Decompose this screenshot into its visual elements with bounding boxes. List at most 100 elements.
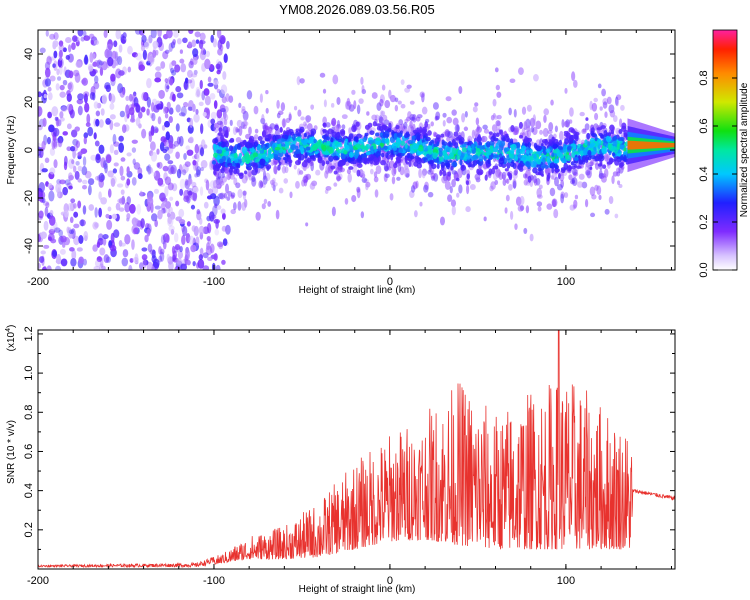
heatmap-cell [432,152,438,160]
heatmap-cell [38,142,41,148]
heatmap-cell [216,120,223,126]
heatmap-cell [468,161,472,168]
heatmap-cell [549,162,556,169]
heatmap-cell [527,175,532,183]
heatmap-cell [81,77,88,86]
heatmap-cell [458,184,463,194]
heatmap-cell [398,149,403,153]
heatmap-cell [241,106,246,112]
heatmap-cell [48,190,55,202]
heatmap-cell [254,128,259,134]
heatmap-cell [601,88,606,97]
heatmap-cell [508,184,513,191]
heatmap-cell [608,195,614,205]
heatmap-cell [532,167,538,174]
heatmap-cell [174,265,181,270]
heatmap-cell [611,175,615,185]
heatmap-cell [310,128,317,136]
heatmap-cell [160,136,167,143]
heatmap-cell [343,150,348,155]
heatmap-cell [122,249,129,258]
heatmap-cell [487,158,491,165]
heatmap-cell [330,165,336,170]
heatmap-cell [141,254,148,261]
heatmap-cell [314,153,320,158]
heatmap-cell [149,55,155,63]
heatmap-cell [207,256,213,262]
heatmap-cell [526,129,532,138]
heatmap-cell [436,157,440,163]
heatmap-cell [235,182,241,189]
heatmap-cell [168,225,175,232]
heatmap-cell [537,206,542,212]
heatmap-cell [410,155,415,160]
heatmap-cell [222,212,226,220]
heatmap-cell [121,257,129,267]
heatmap-cell [107,188,112,198]
heatmap-cell [558,139,563,146]
heatmap-cell [529,233,534,242]
heatmap-cell [305,146,311,151]
heatmap-cell [133,97,139,107]
heatmap-cell [128,107,135,116]
heatmap-cell [422,145,429,152]
heatmap-cell [184,248,191,260]
heatmap-cell [340,153,347,160]
heatmap-cell [396,176,401,181]
spectrogram-x-axis-title: Height of straight line (km) [299,285,416,296]
heatmap-cell [112,168,118,174]
heatmap-cell [298,153,305,161]
heatmap-cell [578,160,583,165]
heatmap-cell [406,84,412,89]
heatmap-cell [330,137,334,143]
heatmap-cell [48,124,55,133]
heatmap-cell [367,122,373,128]
heatmap-cell [577,181,584,188]
heatmap-cell [210,111,217,120]
heatmap-cell [120,157,126,162]
heatmap-cell [48,215,56,226]
heatmap-cell [225,224,231,235]
heatmap-cell [423,157,428,163]
heatmap-cell [207,82,214,87]
heatmap-cell [99,67,104,76]
heatmap-cell [261,203,266,210]
heatmap-cell [152,49,157,58]
heatmap-cell [104,48,110,59]
heatmap-cell [525,205,530,214]
heatmap-cell [94,140,100,147]
heatmap-cell [100,174,106,181]
heatmap-cell [351,195,357,203]
heatmap-cell [68,229,75,235]
heatmap-cell [241,146,248,154]
heatmap-cell [138,262,144,270]
heatmap-cell [49,209,54,216]
heatmap-cell [264,125,270,131]
heatmap-cell [411,135,416,140]
heatmap-cell [596,127,603,131]
heatmap-cell [490,181,496,190]
heatmap-cell [617,180,621,186]
colorbar-tick-label: 0.8 [698,70,710,85]
heatmap-cell [53,227,61,233]
heatmap-cell [43,244,50,249]
heatmap-cell [461,112,466,123]
heatmap-cell [60,258,68,267]
heatmap-cell [458,138,463,144]
heatmap-cell [195,39,200,44]
heatmap-cell [384,165,389,172]
heatmap-cell [473,128,480,138]
heatmap-cell [391,167,397,177]
heatmap-cell [164,78,169,83]
heatmap-cell [124,234,131,245]
heatmap-cell [217,193,224,199]
heatmap-cell [67,82,73,90]
heatmap-cell [106,219,113,230]
heatmap-cell [149,141,156,151]
heatmap-cell [47,92,53,101]
heatmap-cell [547,130,553,135]
heatmap-cell [375,165,382,175]
heatmap-cell [558,147,563,151]
heatmap-cell [142,49,148,61]
heatmap-cell [523,120,529,128]
